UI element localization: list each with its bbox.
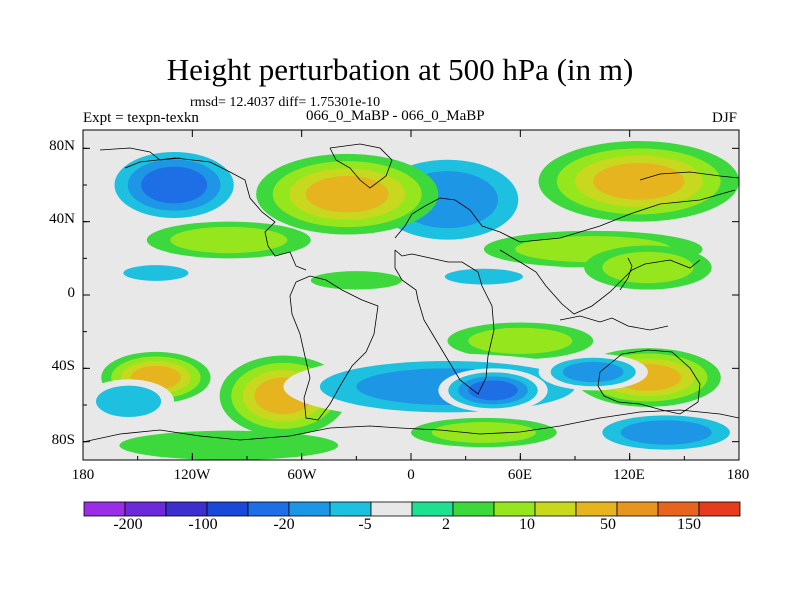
colorbar-box [657,501,700,517]
colorbar-box [329,501,372,517]
colorbar-box [411,501,454,517]
field-contour-15 [109,391,149,411]
field-contour-13 [140,370,171,385]
colorbar-box [165,501,208,517]
field-contour-21 [452,426,516,439]
colorbar-label: -200 [113,516,143,533]
center-label: 066_0_MaBP - 066_0_MaBP [306,108,485,124]
colorbar-box [616,501,659,517]
lon-tick-60w: 60W [287,467,317,483]
colorbar-box [124,501,167,517]
lon-tick-120e: 120E [613,467,645,483]
colorbar-label: 150 [677,516,701,533]
lon-tick-180w: 180 [71,467,95,483]
colorbar-label: -100 [188,516,218,533]
colorbar-box [370,501,413,517]
colorbar-box [206,501,249,517]
field-contour-20 [638,425,694,440]
height-field [83,141,739,460]
field-contour-19 [575,365,612,379]
lon-tick-180e: 180 [726,467,750,483]
lat-tick-40s: 40S [51,358,75,374]
coastline-antarctica [83,409,739,443]
coastline-south-asia [499,249,701,315]
field-contour-22 [163,436,295,455]
axis-ticks [82,130,740,460]
field-contour-17 [478,384,508,397]
season-label: DJF [712,110,738,126]
colorbar-box [698,501,741,517]
coastline-greenland [329,143,393,189]
field-contour-4 [611,170,667,193]
field-contour-10 [460,271,508,282]
lat-tick-0: 0 [67,285,76,301]
lat-tick-80s: 80S [51,432,75,448]
colorbar-label: -20 [273,516,295,533]
field-contour-12 [489,332,552,349]
field-contour-9 [329,274,384,286]
experiment-label: Expt = texpn-texkn [83,110,199,126]
colorbar-box [493,501,536,517]
lon-tick-120w: 120W [173,467,211,483]
colorbar [83,501,741,517]
colorbar-label: 10 [519,516,535,533]
coastline-africa [394,249,495,395]
colorbar-label: 2 [442,516,450,533]
coastline-south-america [289,275,379,421]
coastline-japan [619,257,633,291]
lon-tick-60e: 60E [507,467,533,483]
field-contour-5 [193,232,264,248]
colorbar-label: -5 [358,516,372,533]
colorbar-box [534,501,577,517]
coastline-europe [394,189,736,243]
coastlines [83,143,739,443]
field-contour-7 [620,258,676,277]
colorbar-box [288,501,331,517]
colorbar-label: 50 [600,516,616,533]
colorbar-box [83,501,126,517]
coastline-indonesia [559,315,669,331]
lat-tick-80n: 80N [49,138,75,154]
colorbar-box [452,501,495,517]
coastline-australia [597,349,701,415]
colorbar-box [575,501,618,517]
lat-tick-40n: 40N [49,211,75,227]
coastline-asia-north [639,171,739,181]
coastline-north-america [124,157,307,271]
coastline-arctic-canada [99,147,181,161]
lon-tick-0: 0 [407,467,415,483]
colorbar-box [247,501,290,517]
field-contour-3 [322,183,373,206]
plot-title: Height perturbation at 500 hPa (in m) [166,52,634,87]
stats-text: rmsd= 12.4037 diff= 1.75301e-10 [190,95,381,110]
field-contour-0 [154,174,194,196]
field-contour-8 [136,268,176,278]
